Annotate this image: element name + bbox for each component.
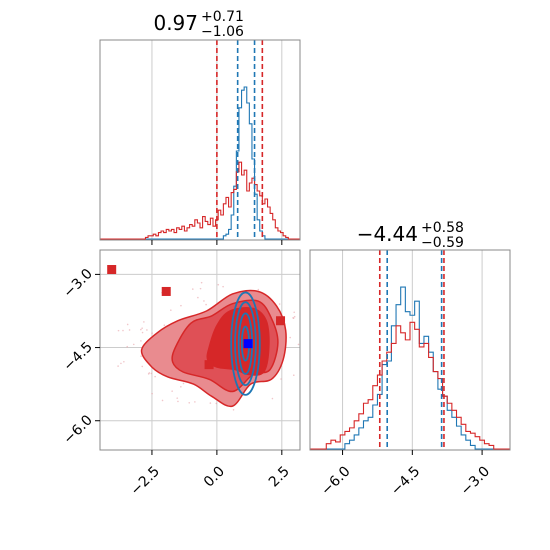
marker-red-0 bbox=[107, 265, 117, 275]
scatter-dot bbox=[170, 309, 172, 311]
title-bottom-right-plus: +0.58 bbox=[421, 220, 464, 236]
title-top-left-value: 0.97 bbox=[153, 11, 198, 35]
scatter-dot bbox=[300, 371, 302, 373]
scatter-dot bbox=[128, 329, 131, 331]
scatter-dot bbox=[292, 317, 295, 320]
scatter-dot bbox=[215, 402, 218, 405]
quantile-lines-bottom-right bbox=[378, 250, 445, 450]
scatter-dot bbox=[182, 382, 185, 385]
tick-label-bl-y-0: −3.0 bbox=[61, 266, 96, 301]
scatter-dot bbox=[180, 304, 182, 307]
scatter-dot bbox=[132, 343, 135, 346]
scatter-dot bbox=[140, 340, 142, 342]
scatter-dot bbox=[194, 401, 196, 403]
scatter-dot bbox=[191, 288, 194, 290]
contour-blue-level-1 bbox=[234, 301, 257, 387]
scatter-dot bbox=[171, 390, 173, 392]
panel-top-left-histogram: 0.97 +0.71 −1.06 bbox=[99, 9, 301, 245]
scatter-dot bbox=[205, 303, 207, 306]
scatter-dot bbox=[151, 332, 153, 334]
scatter-dot bbox=[141, 365, 144, 368]
scatter-dot bbox=[200, 281, 203, 284]
scatter-dot bbox=[232, 408, 235, 411]
scatter-dot bbox=[278, 303, 281, 305]
contour-blue-level-0 bbox=[230, 291, 261, 396]
scatter-dot bbox=[117, 329, 120, 332]
scatter-dot bbox=[203, 300, 205, 302]
tick-label-bl-y-1: −4.5 bbox=[61, 339, 96, 374]
scatter-dot bbox=[163, 324, 166, 326]
histogram-bottom-right bbox=[310, 286, 510, 450]
panel-bottom-right-histogram: −6.0 −4.5 −3.0 −4.44 +0.58 −0.59 bbox=[309, 220, 511, 499]
scatter-dot bbox=[151, 392, 153, 395]
tick-label-bl-x-2: 2.5 bbox=[266, 463, 293, 490]
scatter-dot bbox=[176, 397, 179, 399]
scatter-dot bbox=[141, 331, 144, 334]
panel-top-left-border bbox=[99, 39, 301, 241]
marker-blue-0 bbox=[243, 339, 253, 349]
tick-label-br-0: −6.0 bbox=[318, 463, 353, 498]
title-bottom-right-value: −4.44 bbox=[357, 222, 418, 246]
marker-red-3 bbox=[204, 360, 214, 370]
scatter-dot bbox=[289, 336, 291, 339]
tick-label-bl-x-0: −2.5 bbox=[128, 463, 163, 498]
scatter-dot bbox=[150, 372, 153, 375]
scatter-dot bbox=[154, 375, 156, 378]
scatter-dot bbox=[177, 400, 179, 403]
scatter-dot bbox=[188, 401, 191, 404]
ticks-bottom-right: −6.0 −4.5 −3.0 bbox=[318, 450, 493, 499]
panel-bottom-right-border bbox=[309, 249, 511, 451]
panel-bottom-left-joint: −2.5 0.0 2.5 −3.0 −4.5 −6.0 bbox=[61, 249, 302, 499]
hist-series-br-1 bbox=[310, 321, 510, 450]
tick-label-bl-y-2: −6.0 bbox=[61, 412, 96, 447]
scatter-dot bbox=[117, 365, 119, 367]
scatter-dot bbox=[180, 385, 182, 388]
tick-label-br-1: −4.5 bbox=[388, 463, 423, 498]
scatter-dot bbox=[199, 287, 202, 290]
scatter-dot bbox=[143, 321, 145, 323]
quantile-lines-top-left bbox=[216, 40, 264, 240]
title-top-left-plus: +0.71 bbox=[201, 9, 244, 25]
scatter-dot bbox=[222, 285, 224, 288]
scatter-dot bbox=[122, 329, 124, 332]
title-top-left-minus: −1.06 bbox=[201, 24, 244, 40]
scatter-dot bbox=[209, 402, 212, 404]
scatter-dot bbox=[271, 397, 274, 400]
scatter-dot bbox=[293, 315, 296, 318]
scatter-dot bbox=[126, 323, 129, 326]
panel-bottom-right-frame bbox=[310, 250, 510, 450]
marker-red-2 bbox=[276, 316, 286, 326]
scatter-dot bbox=[123, 360, 125, 363]
hist-series-br-0 bbox=[310, 286, 510, 450]
marker-red-1 bbox=[161, 286, 171, 296]
scatter-dot bbox=[257, 288, 260, 291]
scatter-dot bbox=[217, 283, 220, 286]
joint-contours bbox=[107, 265, 302, 411]
hist-series-tl-1 bbox=[100, 161, 300, 240]
hist-series-tl-0 bbox=[100, 86, 300, 240]
scatter-dot bbox=[120, 362, 122, 365]
scatter-dot bbox=[161, 399, 164, 402]
panel-top-left-frame bbox=[100, 40, 300, 240]
scatter-dot bbox=[146, 329, 148, 331]
scatter-dot bbox=[147, 373, 150, 375]
panel-bottom-left-border bbox=[99, 249, 301, 451]
scatter-dot bbox=[140, 328, 142, 331]
scatter-dot bbox=[126, 345, 129, 348]
scatter-dot bbox=[292, 374, 295, 376]
histogram-top-left bbox=[100, 86, 300, 240]
grid-bottom-right bbox=[342, 250, 483, 450]
scatter-dot bbox=[293, 311, 295, 314]
tick-label-br-2: −3.0 bbox=[458, 463, 493, 498]
scatter-dot bbox=[140, 355, 142, 357]
scatter-dot bbox=[297, 343, 300, 346]
scatter-dot bbox=[280, 378, 282, 380]
ticks-top-left bbox=[151, 240, 283, 245]
scatter-dot bbox=[197, 296, 199, 299]
tick-label-bl-x-1: 0.0 bbox=[201, 463, 228, 490]
scatter-dot bbox=[141, 327, 143, 330]
title-bottom-right-minus: −0.59 bbox=[421, 235, 464, 251]
